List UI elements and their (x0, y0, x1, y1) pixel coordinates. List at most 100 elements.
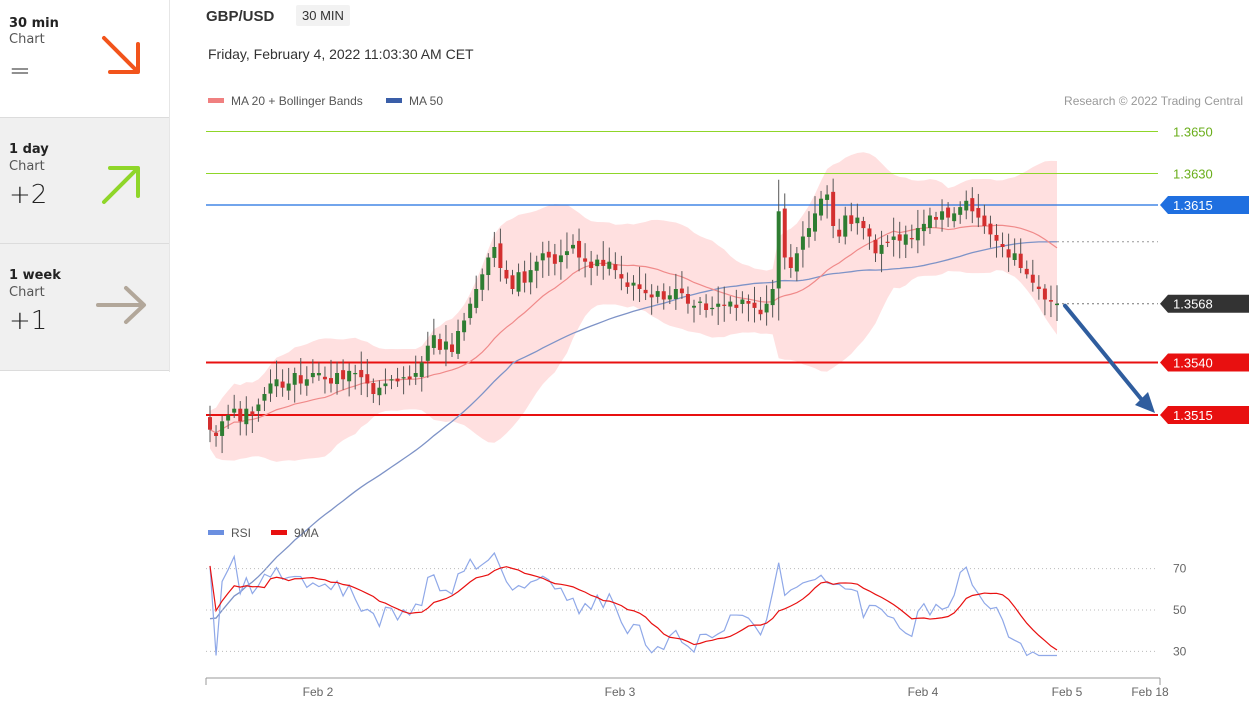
candle (552, 243, 557, 276)
candle (976, 193, 981, 228)
level-labels: 1.3650 1.3630 1.3615 1.3568 1.3540 1.3515 (1160, 125, 1249, 424)
x-tick-label: Feb 18 (1131, 685, 1169, 699)
rsi-legend: RSI 9MA (208, 526, 319, 540)
ma20-line (209, 224, 1058, 434)
candle (1042, 284, 1047, 316)
candle (220, 415, 225, 454)
candle (1055, 285, 1059, 322)
candle (389, 374, 394, 390)
candle (498, 228, 503, 282)
candle (250, 406, 255, 434)
rsi-line (209, 551, 1057, 657)
candle (232, 394, 237, 418)
timeframe-badge[interactable]: 30 MIN (296, 5, 350, 26)
candle (619, 255, 624, 291)
timeframe-subtitle: Chart (9, 159, 45, 174)
candle (891, 217, 896, 257)
candle (595, 254, 600, 276)
timeframe-sidebar: 30 min Chart = 1 day Chart +2 1 week Cha… (0, 0, 170, 372)
candle (292, 367, 297, 403)
candle (322, 366, 327, 394)
candle (940, 199, 945, 232)
arrow-up-right-icon (102, 166, 140, 204)
candle (474, 275, 479, 314)
candle (571, 234, 575, 254)
timeframe-title: 1 day (9, 142, 49, 157)
candle (480, 268, 485, 302)
candle (970, 187, 975, 224)
legend-swatch-ma20 (208, 98, 224, 103)
candle (1000, 232, 1005, 258)
candle (456, 319, 461, 359)
legend-swatch-9ma (271, 530, 287, 535)
candle (238, 401, 243, 436)
candle (1024, 260, 1029, 279)
candle (486, 253, 491, 291)
candle (831, 178, 836, 239)
timeframe-1week-card[interactable]: 1 week Chart +1 (0, 244, 169, 370)
candle (413, 355, 418, 385)
level-label: 1.3650 (1173, 125, 1213, 140)
legend-label-rsi: RSI (231, 526, 251, 540)
candle (341, 359, 346, 390)
divider (0, 370, 169, 371)
candle (843, 206, 848, 245)
candle (958, 201, 963, 224)
candle (873, 234, 878, 262)
candle (988, 215, 993, 248)
candle (1006, 233, 1011, 272)
rsi-level-label: 30 (1173, 644, 1187, 658)
candle (564, 232, 569, 269)
timeframe-1day-card[interactable]: 1 day Chart +2 (0, 118, 169, 244)
candle (347, 363, 352, 397)
forecast-arrow-shaft (1063, 303, 1144, 402)
candle (667, 286, 672, 305)
candle (1030, 259, 1035, 292)
candle (692, 299, 696, 323)
candle (649, 284, 654, 315)
forecast-arrow (1063, 303, 1155, 413)
candle (952, 207, 957, 228)
candle (782, 193, 787, 270)
candle (722, 286, 727, 322)
candle (758, 296, 763, 321)
candle (764, 285, 769, 326)
timeframe-score: +2 (9, 180, 48, 210)
timeframe-title: 30 min (9, 16, 59, 31)
candle (546, 240, 551, 276)
rsi-level-label: 50 (1173, 603, 1187, 617)
candle (244, 396, 249, 436)
candle (946, 202, 951, 227)
candle (601, 241, 606, 280)
rsi-ma-line (209, 565, 1058, 651)
candle (631, 275, 636, 301)
candle (903, 225, 908, 258)
candle (716, 286, 721, 325)
candle (982, 204, 987, 234)
candle (583, 243, 588, 278)
candle (371, 378, 376, 403)
candle (589, 250, 594, 286)
symbol-title: GBP/USD (206, 8, 275, 25)
candle (661, 283, 666, 310)
candle (516, 263, 521, 297)
candle (407, 365, 412, 386)
candle (994, 224, 999, 258)
candle (643, 273, 648, 301)
timeframe-30min-card[interactable]: 30 min Chart = (0, 0, 169, 126)
level-tag (1160, 196, 1249, 214)
candle (740, 291, 745, 314)
candle (353, 364, 358, 390)
candle (329, 359, 333, 393)
candle (450, 333, 454, 357)
copyright: Research © 2022 Trading Central (1064, 94, 1243, 108)
level-tag (1160, 353, 1249, 372)
candle (558, 239, 563, 280)
legend-swatch-ma50 (386, 98, 402, 103)
candle (673, 273, 678, 310)
candle (462, 312, 467, 341)
candle (316, 362, 321, 381)
candle (909, 224, 914, 249)
candle (927, 207, 932, 234)
